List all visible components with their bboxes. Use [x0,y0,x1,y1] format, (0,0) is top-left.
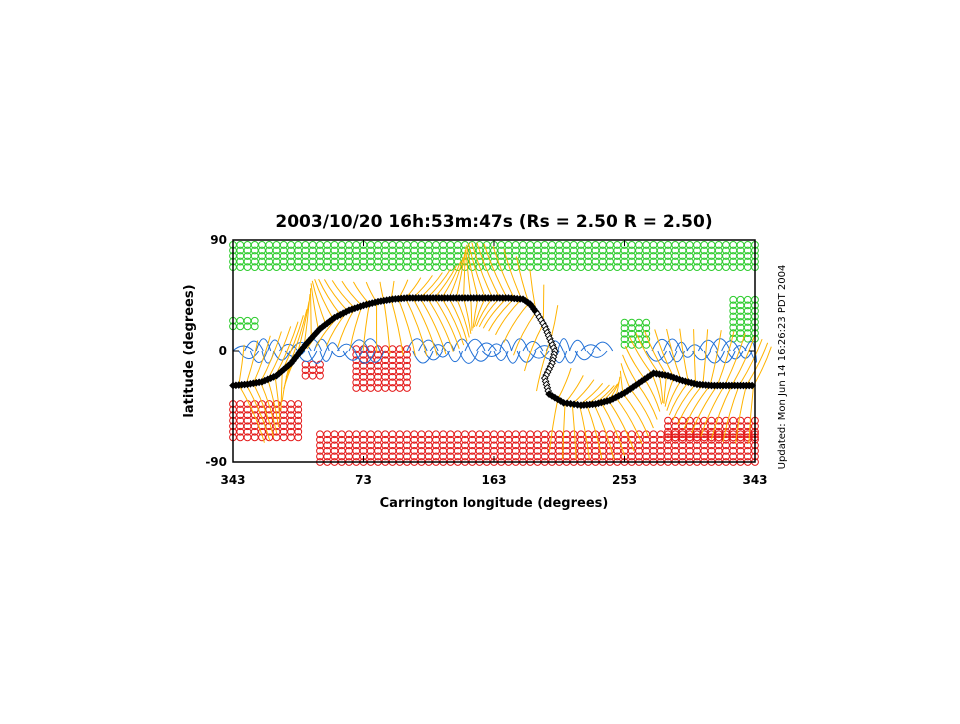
x-tick-label: 163 [481,473,506,487]
y-axis-label: latitude (degrees) [182,284,197,417]
x-axis-label: Carrington longitude (degrees) [380,496,609,511]
closed-field-line [543,285,544,324]
y-tick-label: 0 [219,344,227,358]
x-tick-label: 253 [612,473,637,487]
x-tick-label: 343 [220,473,245,487]
x-tick-label: 343 [742,473,767,487]
x-tick-label: 73 [355,473,372,487]
y-tick-label: 90 [210,233,227,247]
y-tick-label: -90 [205,455,227,469]
chart-title: 2003/10/20 16h:53m:47s (Rs = 2.50 R = 2.… [275,212,712,232]
updated-timestamp: Updated: Mon Jun 14 16:26:23 PDT 2004 [777,265,788,470]
